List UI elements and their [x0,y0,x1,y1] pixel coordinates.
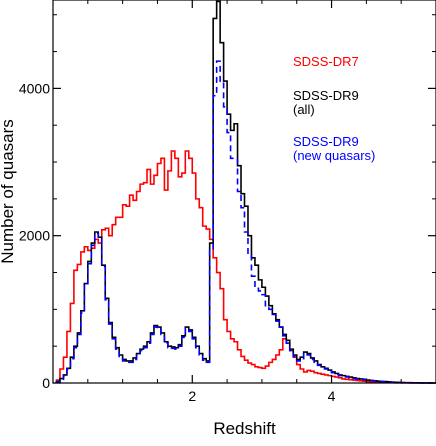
plot-frame [52,0,436,384]
x-axis-title: Redshift [213,419,276,438]
y-tick-label: 0 [42,375,50,391]
y-tick-label: 4000 [19,80,50,96]
legend-entry-dr9-new-sub: (new quasars) [293,148,375,163]
x-tick-label: 4 [328,388,336,404]
legend: SDSS-DR7 SDSS-DR9 (all) SDSS-DR9 (new qu… [293,54,375,163]
series-line-0 [55,150,436,384]
series-line-1 [55,0,436,384]
series-layer [55,0,436,384]
legend-entry-dr9-new: SDSS-DR9 [293,134,359,149]
series-line-2 [55,60,433,384]
legend-entry-dr7: SDSS-DR7 [293,54,359,69]
ticks-layer: 2 4 0 2000 4000 [19,0,436,404]
legend-entry-dr9-all: SDSS-DR9 [293,88,359,103]
legend-entry-dr9-all-sub: (all) [293,102,315,117]
x-tick-label: 2 [188,388,196,404]
y-axis-title: Number of quasars [0,119,17,264]
y-tick-label: 2000 [19,228,50,244]
